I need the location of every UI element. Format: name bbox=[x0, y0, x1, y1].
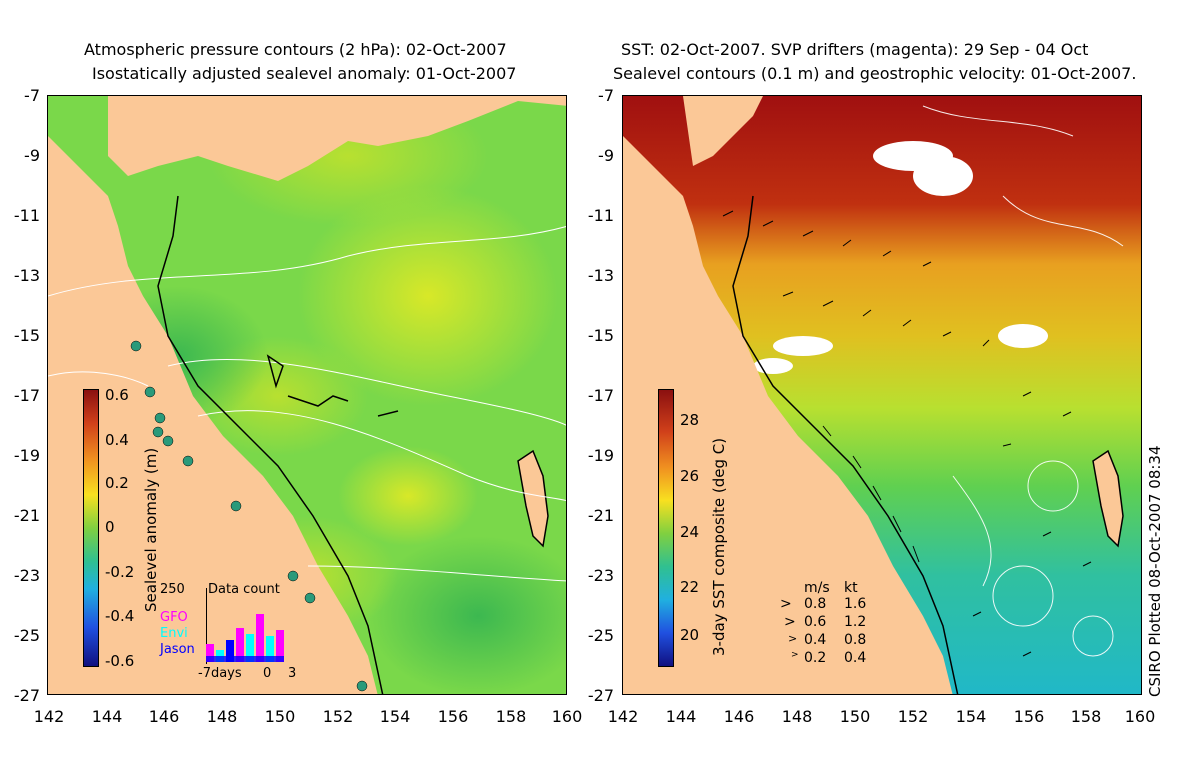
velocity-row-arrow-icon: > bbox=[784, 614, 796, 630]
x-tick: 154 bbox=[955, 707, 987, 726]
x-tick: 150 bbox=[264, 707, 296, 726]
y-tick: -17 bbox=[13, 386, 40, 405]
right-colorbar bbox=[658, 389, 674, 667]
y-tick: -25 bbox=[587, 626, 614, 645]
left-title-line2: Isostatically adjusted sealevel anomaly:… bbox=[92, 64, 517, 83]
right-title-line1: SST: 02-Oct-2007. SVP drifters (magenta)… bbox=[621, 40, 1089, 59]
y-tick: -13 bbox=[13, 266, 40, 285]
y-tick: -7 bbox=[598, 86, 614, 105]
plotted-timestamp: CSIRO Plotted 08-Oct-2007 08:34 bbox=[1146, 445, 1164, 697]
left-cbar-tick: -0.2 bbox=[105, 563, 135, 581]
left-cbar-tick: -0.4 bbox=[105, 607, 135, 625]
velocity-header-ms: m/s bbox=[804, 580, 830, 596]
y-tick: -19 bbox=[13, 446, 40, 465]
inset-label-jason: Jason bbox=[160, 642, 195, 657]
y-tick: -23 bbox=[587, 566, 614, 585]
australia-land bbox=[623, 96, 953, 694]
png-land bbox=[108, 96, 566, 181]
velocity-row-kt: 0.4 bbox=[844, 650, 867, 666]
x-tick: 142 bbox=[607, 707, 639, 726]
png-land bbox=[683, 96, 763, 166]
inset-label-gfo: GFO bbox=[160, 610, 188, 625]
left-cbar-tick: -0.6 bbox=[105, 652, 135, 670]
australia-land bbox=[48, 96, 378, 694]
data-count-inset: 250 Data count GFO Envi Jason -7days 0 3 bbox=[160, 582, 296, 681]
x-tick: 148 bbox=[206, 707, 238, 726]
inset-xlabel-end: 3 bbox=[288, 666, 297, 681]
y-tick: -17 bbox=[587, 386, 614, 405]
x-tick: 156 bbox=[1013, 707, 1045, 726]
velocity-row-ms: 0.2 bbox=[804, 650, 827, 666]
left-cbar-tick: 0.2 bbox=[105, 474, 129, 492]
y-tick: -9 bbox=[598, 146, 614, 165]
right-colorbar-label: 3-day SST composite (deg C) bbox=[710, 437, 728, 656]
left-title-line1: Atmospheric pressure contours (2 hPa): 0… bbox=[84, 40, 507, 59]
right-map-sst[interactable] bbox=[622, 95, 1142, 695]
new-caledonia-land bbox=[517, 449, 549, 548]
y-tick: -19 bbox=[587, 446, 614, 465]
sealevel-contours bbox=[922, 105, 1124, 657]
x-tick: 146 bbox=[148, 707, 180, 726]
x-tick: 144 bbox=[91, 707, 123, 726]
inset-bars bbox=[206, 614, 284, 662]
right-cbar-tick: 20 bbox=[680, 626, 700, 644]
velocity-row-arrow-icon: > bbox=[791, 650, 799, 660]
x-tick: 142 bbox=[33, 707, 65, 726]
inset-title: Data count bbox=[208, 582, 280, 597]
y-tick: -25 bbox=[13, 626, 40, 645]
velocity-row-arrow-icon: > bbox=[788, 632, 798, 645]
new-caledonia-land bbox=[1092, 449, 1124, 548]
velocity-row-ms: 0.4 bbox=[804, 632, 827, 648]
x-tick: 148 bbox=[781, 707, 813, 726]
velocity-header-kt: kt bbox=[844, 580, 858, 596]
left-cbar-tick: 0.6 bbox=[105, 386, 129, 404]
right-cbar-tick: 22 bbox=[680, 578, 700, 596]
left-colorbar bbox=[83, 389, 99, 667]
x-tick: 150 bbox=[839, 707, 871, 726]
x-tick: 160 bbox=[551, 707, 583, 726]
velocity-row-ms: 0.8 bbox=[804, 596, 827, 612]
y-tick: -21 bbox=[587, 506, 614, 525]
inset-ymax: 250 bbox=[160, 582, 185, 597]
x-tick: 158 bbox=[495, 707, 527, 726]
y-tick: -13 bbox=[587, 266, 614, 285]
geostrophic-velocity-arrows bbox=[722, 210, 1092, 657]
velocity-row-arrow-icon: > bbox=[780, 596, 792, 612]
velocity-legend: m/s kt > 0.8 1.6 > 0.6 1.2 > 0.4 0.8 > 0… bbox=[778, 580, 878, 670]
velocity-row-ms: 0.6 bbox=[804, 614, 827, 630]
y-tick: -27 bbox=[587, 686, 614, 705]
x-tick: 156 bbox=[437, 707, 469, 726]
y-tick: -23 bbox=[13, 566, 40, 585]
x-tick: 146 bbox=[723, 707, 755, 726]
y-tick: -11 bbox=[13, 206, 40, 225]
y-tick: -27 bbox=[13, 686, 40, 705]
x-tick: 144 bbox=[665, 707, 697, 726]
right-cbar-tick: 28 bbox=[680, 411, 700, 429]
inset-xlabel-zero: 0 bbox=[263, 666, 272, 681]
velocity-row-kt: 1.2 bbox=[844, 614, 867, 630]
right-cbar-tick: 26 bbox=[680, 467, 700, 485]
x-tick: 152 bbox=[322, 707, 354, 726]
x-tick: 160 bbox=[1124, 707, 1156, 726]
left-cbar-tick: 0 bbox=[105, 518, 115, 536]
left-map-sealevel-anomaly[interactable] bbox=[47, 95, 567, 695]
right-cbar-tick: 24 bbox=[680, 523, 700, 541]
y-tick: -15 bbox=[13, 326, 40, 345]
y-tick: -7 bbox=[24, 86, 40, 105]
velocity-row-kt: 1.6 bbox=[844, 596, 867, 612]
x-tick: 154 bbox=[379, 707, 411, 726]
inset-xlabel-start: -7days bbox=[198, 666, 242, 681]
inset-label-envi: Envi bbox=[160, 626, 188, 641]
y-tick: -15 bbox=[587, 326, 614, 345]
y-tick: -11 bbox=[587, 206, 614, 225]
y-tick: -21 bbox=[13, 506, 40, 525]
left-cbar-tick: 0.4 bbox=[105, 431, 129, 449]
y-tick: -9 bbox=[24, 146, 40, 165]
x-tick: 152 bbox=[897, 707, 929, 726]
velocity-row-kt: 0.8 bbox=[844, 632, 867, 648]
right-title-line2: Sealevel contours (0.1 m) and geostrophi… bbox=[613, 64, 1137, 83]
left-colorbar-label: Sealevel anomaly (m) bbox=[142, 447, 160, 612]
x-tick: 158 bbox=[1070, 707, 1102, 726]
